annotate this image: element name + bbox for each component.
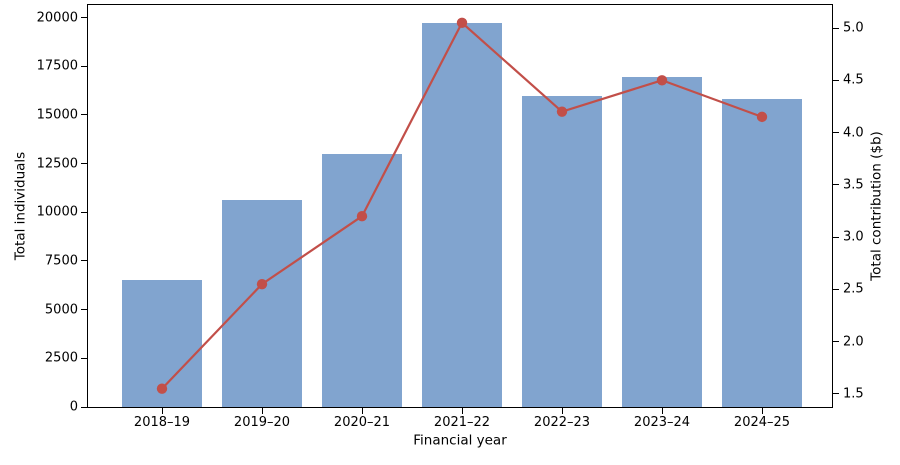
y-axis-right-tick-label: 5.0 bbox=[843, 20, 864, 36]
y-axis-left-tick bbox=[81, 260, 87, 262]
y-axis-left-tick-label: 5000 bbox=[44, 302, 78, 318]
x-axis-tick bbox=[261, 408, 263, 414]
x-axis-tick bbox=[761, 408, 763, 414]
y-axis-right-tick-label: 2.0 bbox=[843, 334, 864, 350]
y-axis-left-tick bbox=[81, 406, 87, 408]
bar-2018–19 bbox=[122, 280, 202, 407]
y-axis-right-tick bbox=[833, 288, 839, 290]
y-axis-left-tick-label: 2500 bbox=[44, 350, 78, 366]
x-axis-tick-label: 2023–24 bbox=[633, 415, 691, 430]
bar-2023–24 bbox=[622, 77, 702, 407]
x-axis-tick-label: 2020–21 bbox=[333, 415, 391, 430]
y-axis-left-tick bbox=[81, 163, 87, 165]
x-axis-tick-label: 2019–20 bbox=[233, 415, 291, 430]
y-axis-left-tick bbox=[81, 309, 87, 311]
bar-2021–22 bbox=[422, 23, 502, 407]
bar-2024–25 bbox=[722, 99, 802, 407]
x-axis-tick bbox=[661, 408, 663, 414]
bar-2020–21 bbox=[322, 153, 402, 407]
y-axis-left-tick-label: 0 bbox=[69, 399, 78, 415]
y-axis-left-tick-label: 7500 bbox=[44, 253, 78, 269]
y-axis-right-tick bbox=[833, 341, 839, 343]
x-axis-tick-label: 2018–19 bbox=[133, 415, 191, 430]
y-axis-label-right: Total contribution ($b) bbox=[868, 131, 885, 281]
y-axis-left-tick-label: 12500 bbox=[36, 156, 78, 172]
y-axis-left-tick bbox=[81, 357, 87, 359]
x-axis-tick bbox=[561, 408, 563, 414]
x-axis-tick bbox=[361, 408, 363, 414]
x-axis-label: Financial year bbox=[413, 432, 507, 449]
x-axis-tick-label: 2021–22 bbox=[433, 415, 491, 430]
y-axis-left-tick-label: 10000 bbox=[36, 204, 78, 220]
x-axis-tick-label: 2022–23 bbox=[533, 415, 591, 430]
y-axis-right-tick-label: 2.5 bbox=[843, 281, 864, 297]
y-axis-right-tick-label: 3.0 bbox=[843, 229, 864, 245]
y-axis-right-tick bbox=[833, 393, 839, 395]
y-axis-right-tick bbox=[833, 79, 839, 81]
y-axis-left-tick bbox=[81, 65, 87, 67]
y-axis-left-tick-label: 20000 bbox=[36, 10, 78, 26]
x-axis-tick bbox=[461, 408, 463, 414]
y-axis-right-tick bbox=[833, 236, 839, 238]
y-axis-left-tick bbox=[81, 211, 87, 213]
y-axis-right-tick bbox=[833, 132, 839, 134]
x-axis-tick-label: 2024–25 bbox=[733, 415, 791, 430]
y-axis-label-left: Total individuals bbox=[12, 151, 29, 261]
y-axis-right-tick bbox=[833, 184, 839, 186]
y-axis-left-tick-label: 17500 bbox=[36, 58, 78, 74]
x-axis-tick bbox=[161, 408, 163, 414]
y-axis-right-tick-label: 3.5 bbox=[843, 177, 864, 193]
y-axis-left-tick-label: 15000 bbox=[36, 107, 78, 123]
y-axis-right-tick bbox=[833, 27, 839, 29]
y-axis-right-tick-label: 1.5 bbox=[843, 386, 864, 402]
y-axis-right-tick-label: 4.5 bbox=[843, 72, 864, 88]
plot-area: 0 2500 5000 7500 10000 12500 15000 17500 20000 1.… bbox=[37, 4, 864, 429]
y-axis-left-tick bbox=[81, 17, 87, 19]
y-axis-right-tick-label: 4.0 bbox=[843, 125, 864, 141]
bar-2022–23 bbox=[522, 96, 602, 407]
bar-2019–20 bbox=[222, 199, 302, 407]
y-axis-left-tick bbox=[81, 114, 87, 116]
